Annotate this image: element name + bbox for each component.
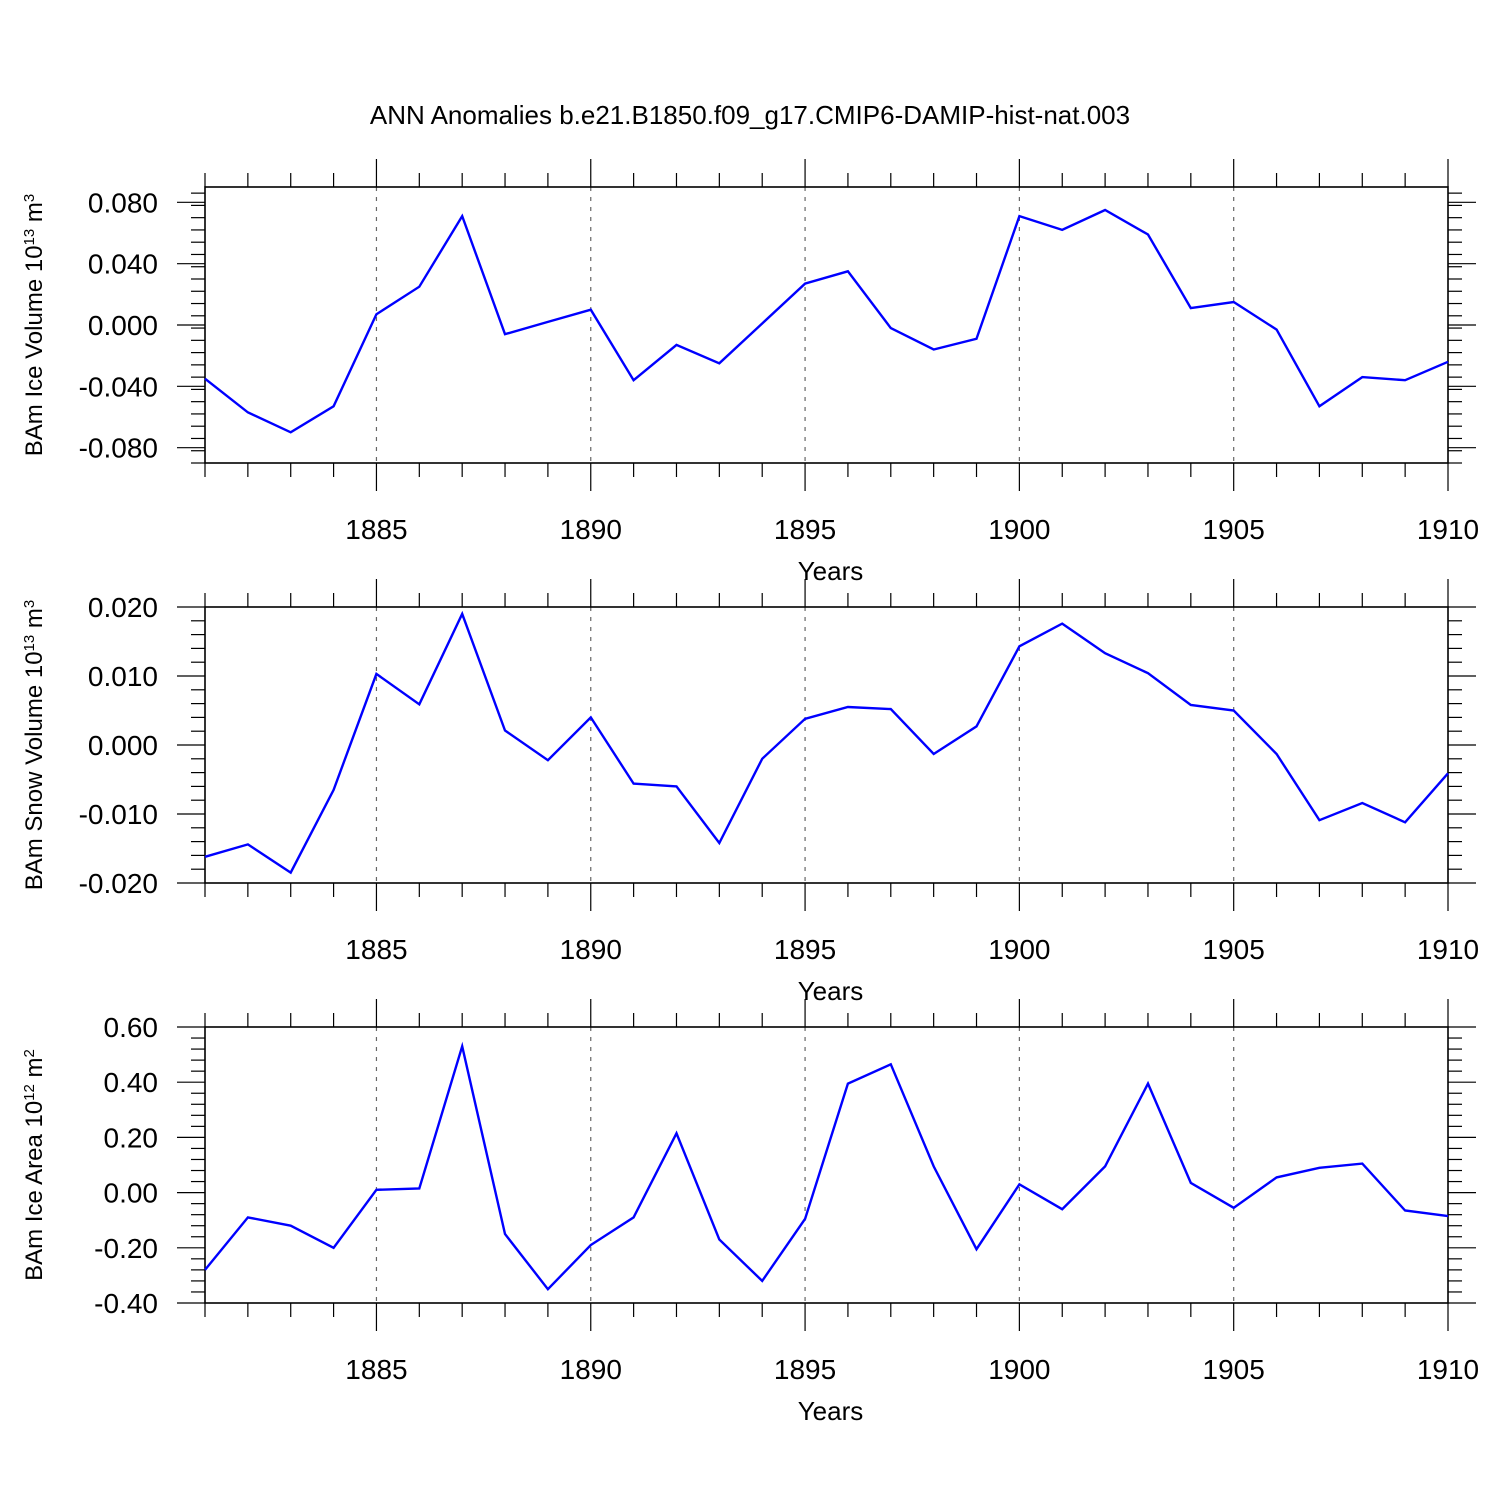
plot-frame	[204, 606, 1449, 884]
y-axis-label-superscript: 13	[21, 635, 38, 652]
x-axis-label: Years	[798, 556, 864, 586]
y-axis-label-superscript: 3	[21, 194, 38, 202]
x-tick-label: 1900	[988, 514, 1050, 545]
y-tick-label: 0.60	[104, 1012, 159, 1043]
series-line	[204, 1041, 1449, 1292]
y-tick-label: 0.40	[104, 1067, 159, 1098]
y-tick-label: -0.010	[79, 799, 158, 830]
x-tick-label: 1885	[345, 934, 407, 965]
x-tick-label: 1905	[1203, 514, 1265, 545]
y-tick-label: 0.010	[88, 661, 158, 692]
x-tick-label: 1895	[774, 514, 836, 545]
y-tick-label: 0.080	[88, 187, 158, 218]
y-tick-label: 0.000	[88, 730, 158, 761]
y-axis-label-text: m	[21, 608, 48, 635]
x-tick-label: 1890	[560, 1354, 622, 1385]
x-axis-label: Years	[798, 976, 864, 1006]
x-tick-label: 1900	[988, 1354, 1050, 1385]
y-tick-label: -0.080	[79, 433, 158, 464]
x-tick-label: 1890	[560, 514, 622, 545]
x-tick-label: 1885	[345, 514, 407, 545]
chart-panel-3: -0.40 -0.20 0.00 0.20 0.40 0.60 1885 1890 1895 19…	[21, 999, 1479, 1426]
chart-panel-1: -0.080 -0.040 0.000 0.040 0.080 1885 1890 1895 1…	[21, 159, 1479, 586]
x-tick-label: 1895	[774, 934, 836, 965]
y-axis-label-superscript: 12	[21, 1084, 38, 1101]
y-tick-label: -0.40	[94, 1288, 158, 1319]
y-axis-label: BAm Snow Volume 1013 m3	[21, 600, 49, 891]
x-tick-label: 1895	[774, 1354, 836, 1385]
y-axis-label-text: BAm Snow Volume 10	[21, 651, 48, 890]
x-tick-label: 1910	[1417, 934, 1479, 965]
y-axis-label-superscript: 13	[21, 229, 38, 246]
chart-panel-2: -0.020 -0.010 0.000 0.010 0.020 1885 1890 1895 1…	[21, 579, 1479, 1006]
y-axis-label-superscript: 3	[21, 600, 38, 608]
x-tick-label: 1885	[345, 1354, 407, 1385]
y-tick-label: 0.040	[88, 249, 158, 280]
x-tick-label: 1900	[988, 934, 1050, 965]
series-line	[204, 208, 1449, 434]
series-line	[204, 610, 1449, 875]
y-axis-label-text: m	[21, 202, 48, 229]
y-tick-label: 0.00	[104, 1178, 159, 1209]
y-axis-label-text: BAm Ice Volume 10	[21, 245, 48, 456]
y-axis-label: BAm Ice Area 1012 m2	[21, 1049, 49, 1281]
plot-frame	[204, 1026, 1449, 1304]
x-tick-label: 1905	[1203, 1354, 1265, 1385]
y-axis-label-text: BAm Ice Area 10	[21, 1101, 48, 1281]
x-tick-label: 1890	[560, 934, 622, 965]
x-tick-label: 1910	[1417, 1354, 1479, 1385]
plot-frame	[204, 186, 1449, 464]
x-axis-label: Years	[798, 1396, 864, 1426]
x-tick-label: 1910	[1417, 514, 1479, 545]
figure-title: ANN Anomalies b.e21.B1850.f09_g17.CMIP6-…	[370, 100, 1130, 130]
y-axis-label-superscript: 2	[21, 1049, 38, 1057]
y-tick-label: 0.020	[88, 592, 158, 623]
y-tick-label: 0.000	[88, 310, 158, 341]
y-tick-label: -0.040	[79, 371, 158, 402]
y-tick-label: -0.020	[79, 868, 158, 899]
y-tick-label: 0.20	[104, 1122, 159, 1153]
y-tick-label: -0.20	[94, 1233, 158, 1264]
y-axis-label-text: m	[21, 1057, 48, 1084]
x-tick-label: 1905	[1203, 934, 1265, 965]
y-axis-label: BAm Ice Volume 1013 m3	[21, 194, 49, 456]
